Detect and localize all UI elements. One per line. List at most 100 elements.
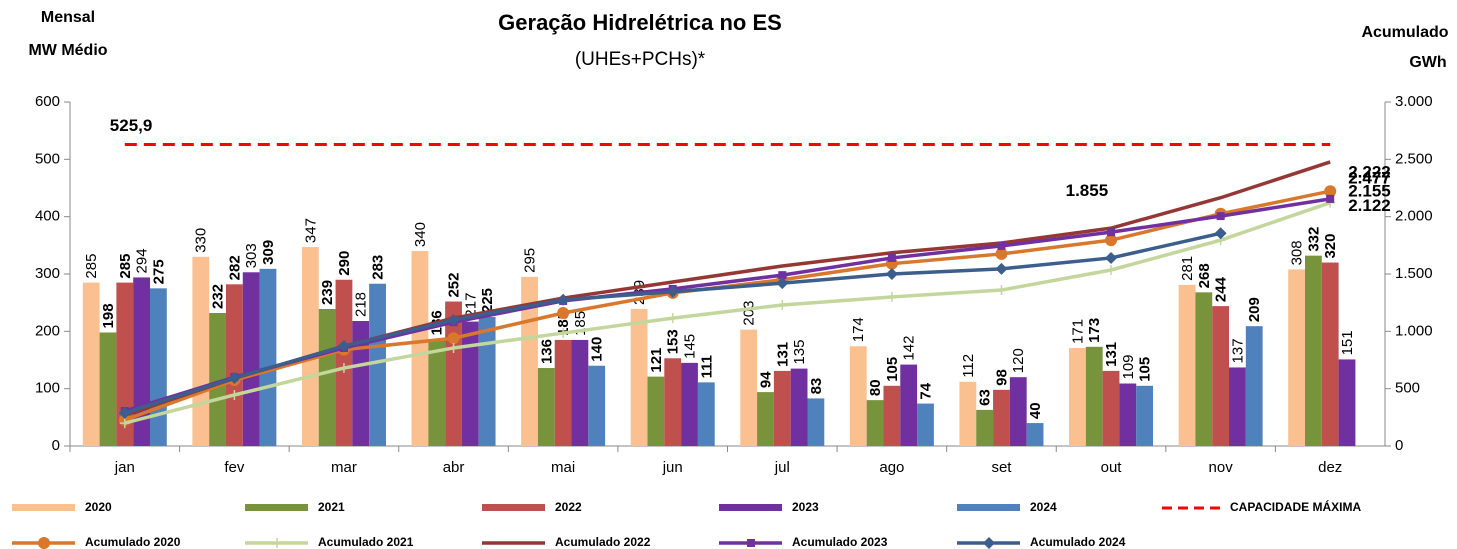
bar: [1212, 306, 1230, 446]
line-marker: [886, 291, 897, 302]
y-tick-label: 400: [35, 208, 60, 225]
bar: [242, 272, 260, 446]
y-tick-label: 100: [35, 380, 60, 397]
line-marker: [1106, 264, 1117, 275]
bar-value-label: 63: [977, 389, 994, 406]
legend-label: 2022: [555, 500, 582, 514]
bar: [259, 268, 277, 446]
y2-tick-label: 2.000: [1395, 208, 1433, 225]
line-marker: [38, 537, 50, 549]
bar: [1338, 359, 1356, 446]
bar: [976, 409, 994, 446]
y-tick-label: 0: [52, 437, 60, 454]
bar-value-label: 174: [850, 317, 867, 342]
line-marker: [337, 340, 350, 353]
line-marker: [776, 277, 789, 290]
legend-swatch: [245, 504, 308, 511]
line-marker: [557, 306, 570, 319]
bar-value-label: 290: [336, 251, 353, 276]
line-marker: [1105, 251, 1118, 264]
bar: [790, 368, 808, 446]
line-marker: [777, 299, 788, 310]
line-marker: [557, 293, 570, 306]
bar-value-label: 320: [1322, 234, 1339, 259]
line-marker: [885, 268, 898, 280]
x-tick-label: fev: [224, 459, 245, 476]
line-marker: [778, 271, 787, 280]
bar: [82, 282, 100, 446]
bar-value-label: 232: [210, 284, 227, 309]
bar: [959, 381, 977, 446]
bar-value-label: 303: [243, 243, 260, 268]
y-tick-label: 500: [35, 150, 60, 167]
line-marker: [983, 537, 995, 549]
x-tick-label: jan: [114, 459, 135, 476]
bar: [478, 317, 496, 446]
line-marker: [1107, 228, 1116, 237]
line-marker: [229, 389, 240, 400]
bar-value-label: 218: [353, 292, 370, 317]
bar: [630, 308, 648, 446]
bar: [1321, 262, 1339, 446]
legend-label: 2023: [792, 500, 819, 514]
line-value-label: 2.477: [1348, 168, 1391, 187]
legend-label: 2020: [85, 500, 112, 514]
bar-value-label: 308: [1289, 240, 1306, 265]
bar: [1085, 346, 1103, 446]
bar: [1305, 255, 1322, 446]
legend-swatch: [12, 504, 75, 511]
line-marker: [747, 539, 755, 547]
bar-value-label: 153: [665, 329, 682, 354]
bar: [807, 398, 825, 446]
bar-value-label: 239: [319, 280, 336, 305]
x-tick-label: ago: [879, 459, 904, 476]
bar-value-label: 283: [370, 255, 387, 280]
bar-value-label: 252: [446, 272, 463, 297]
legend-label: Acumulado 2023: [792, 535, 888, 549]
bar: [849, 346, 867, 446]
y2-axis-label: GWh: [1409, 54, 1446, 71]
bar-value-label: 131: [1103, 342, 1120, 367]
bar: [209, 312, 226, 446]
y-axis-label: Mensal: [41, 9, 95, 26]
bar-value-label: 83: [808, 378, 825, 395]
bar-value-label: 281: [1179, 256, 1196, 281]
bar: [1288, 269, 1306, 446]
y2-tick-label: 1.500: [1395, 265, 1433, 282]
bar: [1229, 367, 1246, 446]
bar-value-label: 80: [867, 379, 884, 396]
line-value-label: 2.122: [1348, 196, 1391, 215]
bar-value-label: 198: [100, 303, 117, 328]
bar: [352, 321, 370, 446]
bar-value-label: 121: [648, 348, 665, 373]
x-tick-label: set: [991, 459, 1012, 476]
bar: [647, 376, 665, 446]
line-marker: [1324, 185, 1337, 198]
capacity-label: 525,9: [110, 116, 153, 135]
y-tick-label: 600: [35, 93, 60, 110]
bar-value-label: 282: [226, 255, 243, 280]
bar: [588, 365, 606, 446]
chart-title: Geração Hidrelétrica no ES: [498, 10, 782, 35]
bar-value-label: 340: [412, 222, 429, 247]
y2-tick-label: 500: [1395, 380, 1420, 397]
x-tick-label: nov: [1209, 459, 1234, 476]
x-tick-label: out: [1101, 459, 1123, 476]
bar-value-label: 145: [681, 334, 698, 359]
bar-value-label: 120: [1010, 348, 1027, 373]
bar: [740, 329, 758, 446]
bar-value-label: 151: [1339, 330, 1356, 355]
line-marker: [995, 262, 1008, 275]
bar: [99, 332, 117, 446]
legend-label: Acumulado 2021: [318, 535, 414, 549]
bar-value-label: 112: [960, 354, 977, 378]
bar: [681, 362, 698, 446]
x-tick-label: dez: [1318, 459, 1342, 476]
bar-value-label: 309: [260, 240, 277, 265]
bar: [335, 279, 353, 446]
bar: [318, 308, 336, 446]
bar: [192, 256, 210, 446]
bar: [1245, 326, 1263, 446]
accumulated-series: [119, 197, 1336, 429]
bar: [369, 283, 386, 446]
